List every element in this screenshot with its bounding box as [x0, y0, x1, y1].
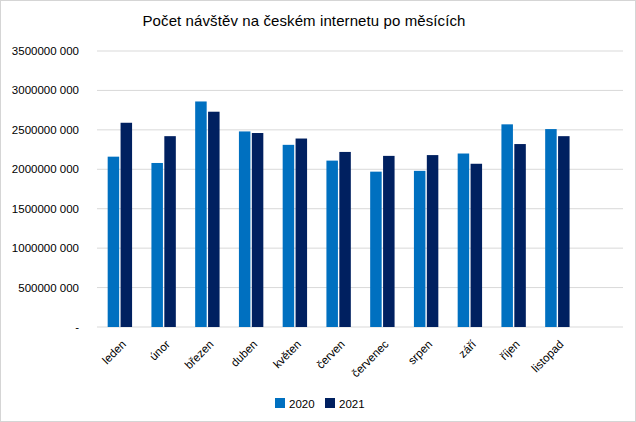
- bar-2020-srpen[interactable]: [414, 171, 426, 327]
- bar-2020-říjen[interactable]: [501, 124, 513, 327]
- x-axis-label-leden: leden: [100, 338, 128, 366]
- bar-2020-březen[interactable]: [195, 101, 207, 327]
- y-axis-tick-label: 2500000 000: [12, 124, 79, 136]
- y-axis-tick-label: 1500000 000: [12, 203, 79, 215]
- chart-frame: Počet návštěv na českém internetu po měs…: [0, 0, 636, 422]
- x-axis-label-březen: březen: [182, 338, 215, 371]
- x-axis-label-duben: duben: [228, 338, 259, 369]
- x-axis-label-listopad: listopad: [529, 338, 566, 375]
- bar-2020-červen[interactable]: [326, 161, 338, 327]
- y-axis-tick-label: -: [75, 321, 79, 333]
- bar-2021-srpen[interactable]: [427, 155, 439, 327]
- x-axis-label-srpen: srpen: [406, 338, 435, 367]
- y-axis-tick-label: 1000000 000: [12, 242, 79, 254]
- y-axis-tick-label: 500000 000: [18, 282, 79, 294]
- bar-2020-červenec[interactable]: [370, 172, 382, 327]
- y-axis-tick-label: 3500000 000: [12, 45, 79, 57]
- bar-2021-červenec[interactable]: [383, 156, 395, 327]
- x-axis-label-říjen: říjen: [498, 338, 522, 362]
- legend-label-2021[interactable]: 2021: [339, 398, 365, 410]
- bar-2021-březen[interactable]: [208, 112, 220, 327]
- bar-2020-listopad[interactable]: [545, 129, 557, 327]
- legend-swatch-2020[interactable]: [275, 398, 285, 408]
- y-axis-tick-label: 3000000 000: [12, 84, 79, 96]
- legend-label-2020[interactable]: 2020: [289, 398, 315, 410]
- bar-2021-říjen[interactable]: [514, 144, 526, 327]
- bar-2020-květen[interactable]: [283, 145, 295, 327]
- bar-2021-září[interactable]: [471, 164, 483, 327]
- x-axis-label-květen: květen: [271, 338, 303, 370]
- bar-2021-leden[interactable]: [121, 123, 133, 327]
- bar-2021-únor[interactable]: [164, 136, 176, 327]
- bar-2020-duben[interactable]: [239, 131, 251, 327]
- x-axis-label-červen: červen: [314, 338, 347, 371]
- bar-2021-listopad[interactable]: [558, 136, 570, 327]
- x-axis-label-září: září: [456, 337, 479, 360]
- bar-2020-září[interactable]: [458, 154, 470, 327]
- bar-chart[interactable]: 3500000 000 3000000 000 2500000 000 2000000…: [1, 1, 636, 422]
- bar-2021-červen[interactable]: [339, 152, 351, 327]
- y-axis-tick-label: 2000000 000: [12, 163, 79, 175]
- bar-2020-leden[interactable]: [108, 157, 120, 327]
- bar-2021-duben[interactable]: [252, 133, 264, 327]
- bar-2020-únor[interactable]: [151, 163, 163, 327]
- legend-swatch-2021[interactable]: [325, 398, 335, 408]
- x-axis-label-únor: únor: [147, 338, 172, 363]
- bar-2021-květen[interactable]: [296, 139, 308, 327]
- x-axis-label-červenec: červenec: [349, 338, 391, 380]
